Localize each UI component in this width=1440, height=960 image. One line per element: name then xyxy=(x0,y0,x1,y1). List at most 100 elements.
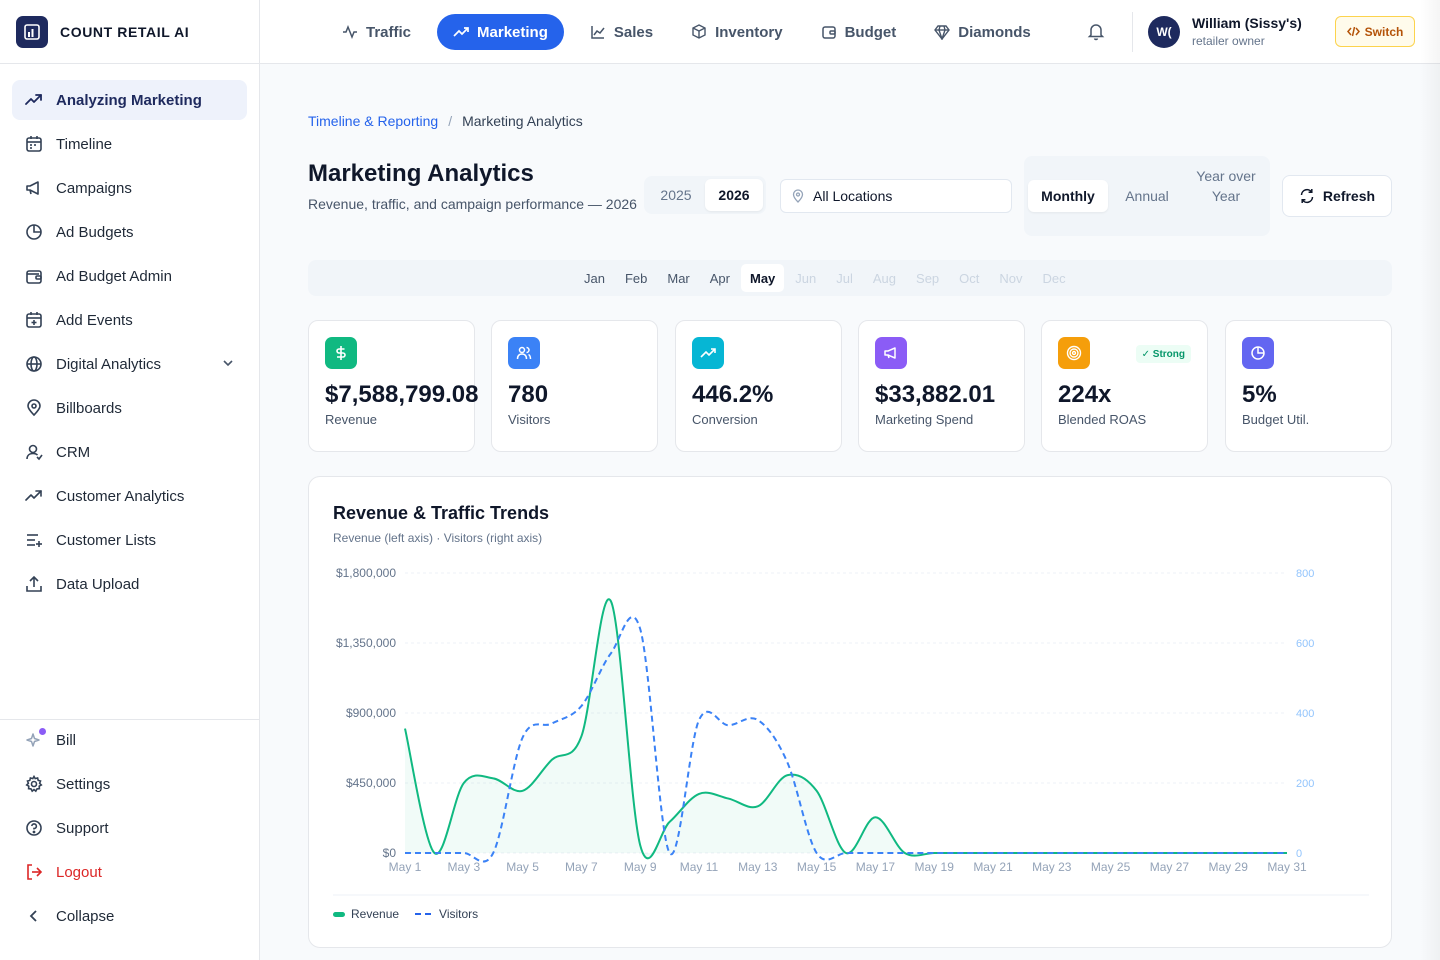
legend-swatch-revenue xyxy=(333,911,345,917)
sidebar-item-label: Settings xyxy=(56,775,111,793)
series-area-revenue xyxy=(405,599,1287,859)
line-chart-icon xyxy=(591,26,605,39)
y-right-tick-label: 800 xyxy=(1296,568,1314,580)
tab-budget[interactable]: Budget xyxy=(809,14,909,50)
data-point-visitors xyxy=(755,717,761,723)
sidebar-item-logout[interactable]: Logout xyxy=(12,852,247,892)
topbar-divider xyxy=(1132,12,1133,52)
series-line-visitors xyxy=(405,616,1287,863)
tab-inventory[interactable]: Inventory xyxy=(679,14,795,50)
tab-diamonds[interactable]: Diamonds xyxy=(922,14,1043,50)
sidebar-item-bill[interactable]: Bill xyxy=(12,720,247,760)
kpi-card-visitors: 780 Visitors xyxy=(491,320,658,452)
switch-button[interactable]: Switch xyxy=(1335,16,1415,47)
sidebar-item-settings[interactable]: Settings xyxy=(12,764,247,804)
data-point-visitors xyxy=(1108,850,1114,856)
kpi-value: 446.2% xyxy=(692,381,774,408)
sidebar-item-data-upload[interactable]: Data Upload xyxy=(12,564,247,604)
month-jan[interactable]: Jan xyxy=(584,270,605,286)
x-tick-label: May 5 xyxy=(506,860,539,874)
tab-traffic[interactable]: Traffic xyxy=(330,14,423,50)
y-left-tick-label: $900,000 xyxy=(346,706,396,720)
legend-item-revenue[interactable]: Revenue xyxy=(333,907,399,921)
month-jun: Jun xyxy=(795,270,817,286)
data-point-visitors xyxy=(1225,850,1231,856)
sidebar-item-support[interactable]: Support xyxy=(12,808,247,848)
data-point-visitors xyxy=(843,850,849,856)
sidebar-item-digital-analytics[interactable]: Digital Analytics xyxy=(12,344,247,384)
month-sep: Sep xyxy=(916,270,940,286)
kpi-label: Budget Util. xyxy=(1242,412,1310,427)
data-point-revenue xyxy=(490,775,496,781)
tab-marketing[interactable]: Marketing xyxy=(437,14,564,50)
tab-sales[interactable]: Sales xyxy=(578,14,665,50)
trending-up-icon xyxy=(24,90,44,110)
avatar[interactable]: W( xyxy=(1148,16,1180,48)
year-option-2026[interactable]: 2026 xyxy=(705,179,763,211)
bell-icon[interactable] xyxy=(1086,21,1106,46)
sidebar-item-analyzing-marketing[interactable]: Analyzing Marketing xyxy=(12,80,247,120)
kpi-card-budget-util: 5% Budget Util. xyxy=(1225,320,1392,452)
sidebar-item-label: Support xyxy=(56,819,109,837)
sidebar-item-add-events[interactable]: Add Events xyxy=(12,300,247,340)
chevron-down-icon[interactable] xyxy=(221,356,235,374)
data-point-visitors xyxy=(1078,850,1084,856)
sidebar-item-ad-budget-admin[interactable]: Ad Budget Admin xyxy=(12,256,247,296)
sidebar-item-label: Customer Analytics xyxy=(56,487,185,505)
data-point-visitors xyxy=(902,850,908,856)
data-point-visitors xyxy=(608,651,614,657)
period-option-annual[interactable]: Annual xyxy=(1125,188,1169,204)
kpi-card-conversion: 446.2% Conversion xyxy=(675,320,842,452)
sidebar-item-label: Digital Analytics xyxy=(56,355,162,373)
megaphone-icon xyxy=(875,337,907,369)
user-name: William (Sissy's) xyxy=(1192,15,1302,31)
sidebar-item-label: Timeline xyxy=(56,135,113,153)
breadcrumb-current: Marketing Analytics xyxy=(462,113,583,129)
breadcrumb-link[interactable]: Timeline & Reporting xyxy=(308,113,439,129)
legend-item-visitors[interactable]: Visitors xyxy=(415,907,478,921)
pie-chart-icon xyxy=(1242,337,1274,369)
kpi-label: Visitors xyxy=(508,412,551,427)
section-tabs: Traffic Marketing Sales Inventory Budget… xyxy=(330,14,1057,50)
sidebar-item-billboards[interactable]: Billboards xyxy=(12,388,247,428)
wallet-icon xyxy=(821,26,836,39)
sidebar-item-timeline[interactable]: Timeline xyxy=(12,124,247,164)
sidebar-item-campaigns[interactable]: Campaigns xyxy=(12,168,247,208)
kpi-label: Marketing Spend xyxy=(875,412,974,427)
period-toggle: Monthly Annual Year over Year xyxy=(1024,156,1270,236)
sidebar-item-label: CRM xyxy=(56,443,91,461)
sidebar-bottom-nav: Bill Settings Support Logout Collapse xyxy=(12,720,247,940)
kpi-card-blended-roas: ✓ Strong 224x Blended ROAS xyxy=(1041,320,1208,452)
period-option-yoy[interactable]: Year over Year xyxy=(1196,168,1256,204)
data-point-visitors xyxy=(1166,850,1172,856)
sidebar-item-ad-budgets[interactable]: Ad Budgets xyxy=(12,212,247,252)
data-point-revenue xyxy=(872,814,878,820)
sidebar-item-collapse[interactable]: Collapse xyxy=(12,896,247,936)
month-feb[interactable]: Feb xyxy=(624,270,648,286)
month-apr[interactable]: Apr xyxy=(709,270,730,286)
sidebar-item-customer-analytics[interactable]: Customer Analytics xyxy=(12,476,247,516)
data-point-revenue xyxy=(725,796,731,802)
sidebar-item-label: Ad Budget Admin xyxy=(56,267,172,285)
brand[interactable]: COUNT RETAIL AI xyxy=(0,0,259,64)
month-may[interactable]: May xyxy=(741,264,785,292)
location-select[interactable]: All Locations xyxy=(780,179,1012,213)
revenue-traffic-chart: $0 0 $450,000 200 $900,000 400 $1,350,000 600 $1… xyxy=(333,566,1369,896)
x-tick-label: May 19 xyxy=(915,860,955,874)
sidebar-item-customer-lists[interactable]: Customer Lists xyxy=(12,520,247,560)
kpi-label: Blended ROAS xyxy=(1058,412,1147,427)
tab-label: Sales xyxy=(613,23,654,41)
gear-icon xyxy=(24,774,44,794)
y-right-tick-label: 400 xyxy=(1296,708,1314,720)
tab-label: Marketing xyxy=(477,23,548,41)
period-option-monthly[interactable]: Monthly xyxy=(1028,180,1108,212)
page-subtitle: Revenue, traffic, and campaign performan… xyxy=(308,196,637,212)
sparkles-icon xyxy=(24,730,44,750)
x-tick-label: May 15 xyxy=(797,860,837,874)
sidebar-item-crm[interactable]: CRM xyxy=(12,432,247,472)
data-point-visitors xyxy=(402,850,408,856)
refresh-button[interactable]: Refresh xyxy=(1282,175,1392,217)
month-mar[interactable]: Mar xyxy=(667,270,690,286)
year-option-2025[interactable]: 2025 xyxy=(660,187,692,203)
year-toggle: 2025 2026 xyxy=(644,176,766,214)
